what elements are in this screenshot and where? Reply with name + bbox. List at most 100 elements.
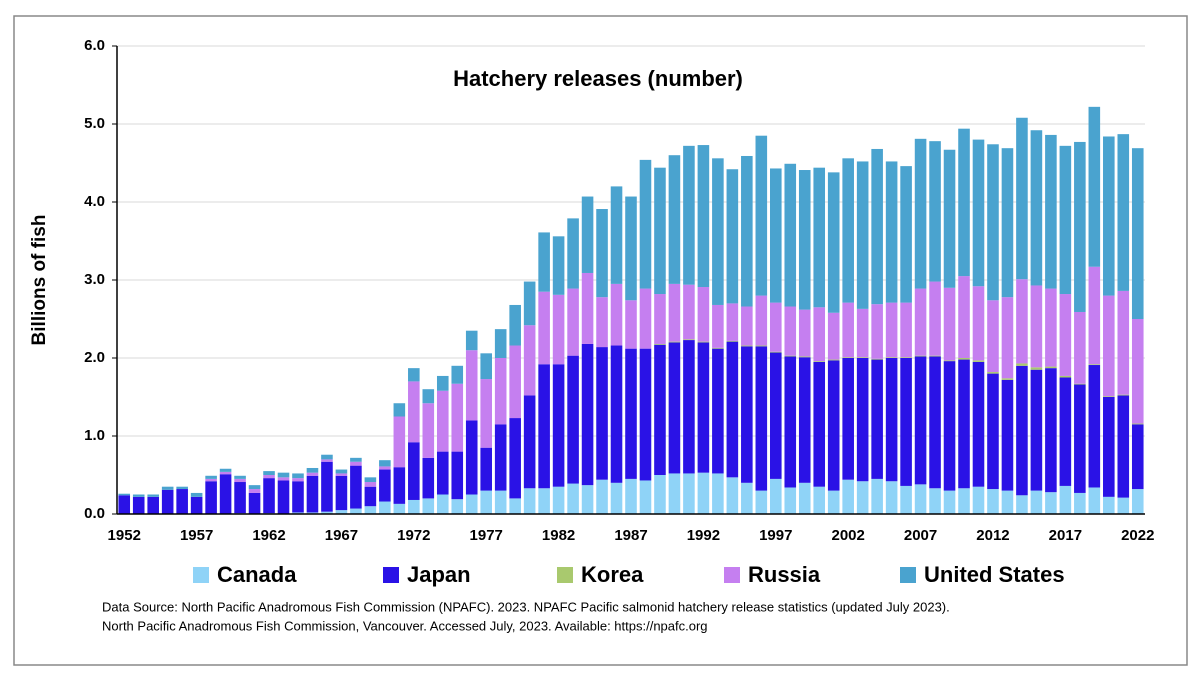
x-tick-label: 1952 [108,527,141,544]
bar-segment [972,361,985,487]
bar-segment [987,372,999,374]
bar-segment [987,144,999,301]
bar-segment [1059,375,1072,378]
x-tick-label: 1972 [397,527,430,544]
bar-segment [900,358,912,486]
bar-segment [784,487,797,514]
bar-segment [842,479,854,514]
bar-segment [929,281,941,356]
bar-segment [321,454,333,460]
bar-segment [451,451,464,500]
bar-segment [972,286,985,361]
bar-segment [1074,384,1086,493]
bar-segment [741,345,753,347]
bar-segment [1016,365,1028,496]
bar-segment [784,306,797,356]
bar-segment [885,161,898,303]
bar-segment [306,512,319,514]
bar-segment [161,489,174,514]
bar-segment [697,287,710,342]
bar-segment [972,360,985,362]
bar-segment [393,416,406,468]
bar-segment [436,451,449,495]
bar-segment [1117,394,1130,396]
bar-segment [1074,141,1086,312]
y-tick-label: 0.0 [84,505,105,522]
bar-segment [827,360,840,491]
bar-segment [929,141,941,282]
bar-segment [1117,395,1130,498]
legend-swatch [383,567,399,583]
bar-segment [263,478,275,514]
bar-segment [856,481,869,514]
bar-segment [1131,423,1144,425]
bar-segment [451,383,464,452]
bar-segment [987,489,999,514]
bar-segment [900,166,912,303]
bar-segment [176,489,188,514]
x-tick-label: 1962 [252,527,285,544]
bar-segment [132,494,145,497]
bar-segment [248,485,261,490]
bar-segment [292,512,304,514]
bar-segment [335,510,348,514]
bar-segment [552,236,565,295]
bar-segment [654,167,666,295]
bar-segment [234,475,246,479]
bar-segment [741,346,753,483]
bar-segment [393,467,406,504]
bar-segment [668,473,681,514]
bar-segment [798,482,811,514]
bar-segment [408,381,420,443]
legend-swatch [900,567,916,583]
bar-segment [190,496,203,514]
bar-segment [393,403,406,417]
source-note: North Pacific Anadromous Fish Commission… [102,618,708,633]
bar-segment [567,483,579,514]
bar-segment [798,309,811,357]
y-tick-label: 3.0 [84,271,105,288]
bar-segment [509,418,521,499]
bar-segment [190,492,203,497]
bar-segment [465,330,478,351]
bar-segment [798,356,811,358]
bar-segment [523,325,536,396]
y-tick-label: 6.0 [84,37,105,54]
bar-segment [451,365,464,384]
bar-segment [639,288,652,349]
bar-segment [610,186,623,284]
bar-segment [350,461,362,466]
bar-segment [364,477,377,483]
bar-segment [697,145,710,288]
bar-segment [900,302,912,358]
bar-segment [1001,297,1014,379]
bar-segment [523,395,536,489]
bar-segment [1088,487,1101,514]
bar-segment [697,342,710,473]
bar-segment [118,495,131,514]
bar-segment [1131,489,1144,514]
bar-segment [726,341,739,478]
legend-label: Korea [581,562,644,587]
bar-segment [654,343,666,345]
bar-segment [784,163,797,307]
bar-segment [480,379,493,448]
bar-segment [248,489,261,493]
bar-segment [726,169,739,304]
bar-segment [972,139,985,287]
bar-segment [436,390,449,452]
bar-segment [480,447,493,491]
bar-segment [1088,364,1101,366]
bar-segment [856,358,869,482]
bar-segment [813,361,826,362]
bar-segment [639,159,652,289]
bar-segment [408,499,420,514]
bar-segment [219,471,232,475]
x-tick-label: 2022 [1121,527,1154,544]
bar-segment [596,347,608,480]
bar-segment [335,475,348,511]
bar-segment [436,494,449,514]
bar-segment [958,276,970,358]
bar-segment [798,170,811,310]
